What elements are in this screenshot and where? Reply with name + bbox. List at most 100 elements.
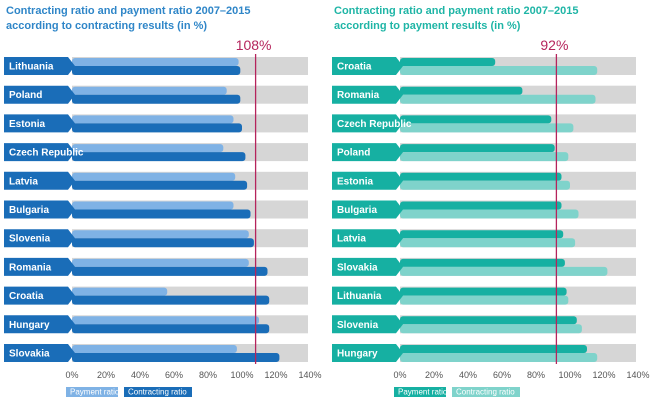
left-chart-panel: Contracting ratio and payment ratio 2007… [0, 0, 327, 402]
right-x-tick-label-4: 80% [527, 370, 545, 380]
left-contracting-bar-9 [72, 324, 270, 334]
right-x-tick-label-5: 100% [558, 370, 581, 380]
left-category-label-8: Croatia [9, 291, 44, 302]
right-payment-bar-2 [400, 115, 552, 124]
left-x-tick-label-3: 60% [165, 370, 183, 380]
left-legend-label-0: Payment ratio [70, 388, 120, 397]
right-category-label-2: Czech Republic [337, 119, 412, 130]
left-category-box-6 [4, 229, 75, 248]
left-x-tick-label-2: 40% [131, 370, 149, 380]
left-payment-bar-0 [72, 58, 239, 66]
right-contracting-bar-1 [400, 94, 596, 104]
right-legend-label-1: Contracting ratio [456, 388, 515, 397]
left-chart-title-line2: according to contracting results (in %) [6, 20, 208, 32]
left-category-box-10 [4, 344, 75, 362]
left-payment-bar-7 [72, 258, 249, 267]
left-category-label-2: Estonia [9, 119, 46, 130]
left-reference-label: 108% [236, 37, 272, 53]
right-category-label-3: Poland [337, 148, 370, 159]
right-x-tick-label-2: 40% [459, 370, 477, 380]
right-contracting-bar-9 [400, 324, 582, 334]
right-reference-label: 92% [540, 37, 568, 53]
left-legend-swatch-0 [66, 387, 118, 397]
left-x-tick-label-6: 120% [264, 370, 287, 380]
right-category-box-9 [332, 315, 403, 334]
left-x-tick-label-1: 20% [97, 370, 115, 380]
left-x-tick-label-4: 80% [199, 370, 217, 380]
right-category-label-7: Slovakia [337, 262, 378, 273]
right-payment-bar-9 [400, 316, 577, 325]
right-category-box-0 [332, 57, 403, 75]
right-category-label-5: Bulgaria [337, 205, 377, 216]
right-category-label-8: Lithuania [337, 291, 382, 302]
left-category-box-1 [4, 85, 75, 104]
right-category-box-2 [332, 114, 403, 133]
right-contracting-bar-4 [400, 180, 570, 190]
left-contracting-bar-2 [72, 123, 242, 133]
right-category-label-0: Croatia [337, 62, 372, 73]
left-payment-bar-9 [72, 316, 259, 325]
left-category-box-5 [4, 200, 75, 219]
right-chart-title-line2: according to payment results (in %) [334, 20, 521, 32]
right-category-box-4 [332, 171, 403, 190]
left-category-label-0: Lithuania [9, 62, 54, 73]
left-contracting-bar-4 [72, 180, 248, 190]
right-payment-bar-3 [400, 144, 555, 153]
right-category-label-10: Hungary [337, 349, 378, 360]
left-category-box-3 [4, 143, 75, 162]
right-x-tick-label-0: 0% [393, 370, 406, 380]
right-contracting-bar-3 [400, 152, 569, 162]
right-payment-bar-0 [400, 58, 496, 66]
right-category-label-9: Slovenia [337, 320, 379, 331]
left-category-box-8 [4, 286, 75, 305]
right-category-box-3 [332, 143, 403, 162]
left-category-label-5: Bulgaria [9, 205, 49, 216]
left-x-tick-label-5: 100% [230, 370, 253, 380]
right-category-box-6 [332, 229, 403, 248]
right-chart-panel: Contracting ratio and payment ratio 2007… [328, 0, 655, 402]
left-payment-bar-2 [72, 115, 234, 124]
left-payment-bar-5 [72, 201, 234, 210]
right-payment-bar-6 [400, 230, 564, 239]
right-chart-title: Contracting ratio and payment ratio 2007… [334, 4, 649, 34]
right-x-tick-label-1: 20% [425, 370, 443, 380]
right-contracting-bar-6 [400, 238, 576, 248]
right-contracting-bar-7 [400, 266, 608, 276]
right-contracting-bar-0 [400, 66, 598, 75]
right-category-box-8 [332, 286, 403, 305]
left-category-box-4 [4, 171, 75, 190]
left-contracting-bar-1 [72, 94, 241, 104]
left-category-box-9 [4, 315, 75, 334]
right-payment-bar-10 [400, 345, 587, 353]
left-x-tick-label-7: 140% [298, 370, 321, 380]
left-category-box-7 [4, 257, 75, 276]
right-legend-swatch-1 [452, 387, 520, 397]
left-category-label-9: Hungary [9, 320, 50, 331]
right-contracting-bar-5 [400, 209, 579, 219]
left-payment-bar-3 [72, 144, 224, 153]
left-payment-bar-10 [72, 345, 237, 353]
left-contracting-bar-5 [72, 209, 251, 219]
left-category-label-6: Slovenia [9, 234, 51, 245]
right-category-box-7 [332, 257, 403, 276]
left-x-tick-label-0: 0% [65, 370, 78, 380]
left-legend-swatch-1 [124, 387, 192, 397]
right-payment-bar-5 [400, 201, 562, 210]
left-contracting-bar-6 [72, 238, 254, 248]
left-chart-title-line1: Contracting ratio and payment ratio 2007… [6, 5, 251, 17]
left-contracting-bar-7 [72, 266, 268, 276]
right-payment-bar-4 [400, 172, 562, 181]
right-contracting-bar-2 [400, 123, 574, 133]
left-payment-bar-6 [72, 230, 249, 239]
right-legend-label-0: Payment ratio [398, 388, 448, 397]
right-category-label-1: Romania [337, 90, 380, 101]
right-category-box-10 [332, 344, 403, 362]
right-payment-bar-1 [400, 86, 523, 95]
left-category-label-10: Slovakia [9, 349, 50, 360]
right-x-tick-label-6: 120% [592, 370, 615, 380]
left-contracting-bar-8 [72, 295, 270, 305]
right-category-label-4: Estonia [337, 176, 374, 187]
right-category-box-5 [332, 200, 403, 219]
left-category-box-2 [4, 114, 75, 133]
right-contracting-bar-8 [400, 295, 569, 305]
